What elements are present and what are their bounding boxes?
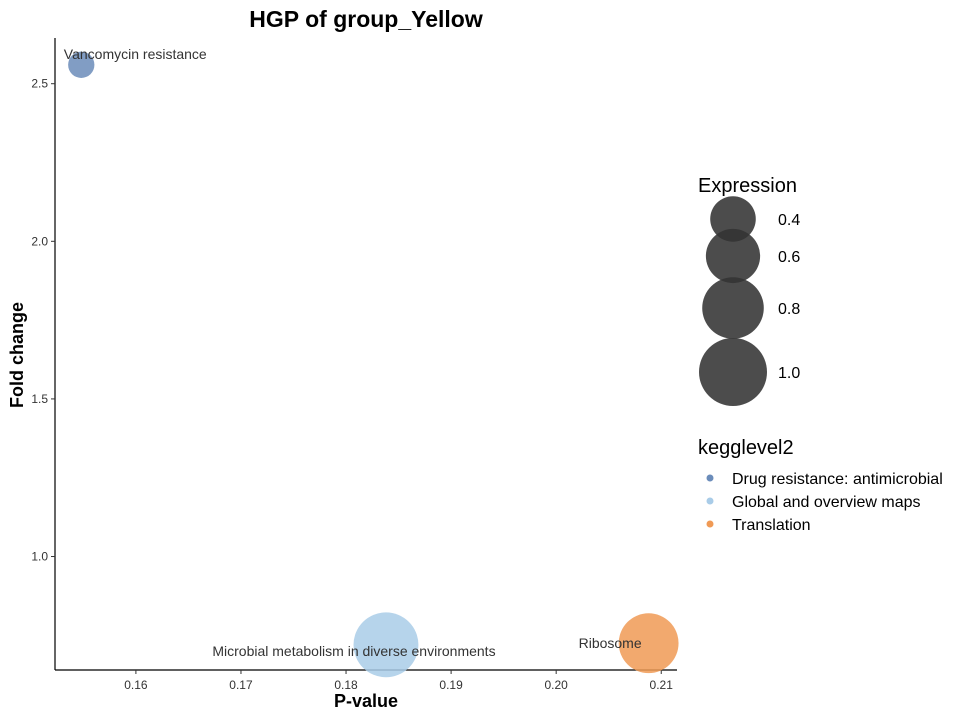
- x-tick-label: 0.21: [650, 678, 674, 692]
- y-tick-label: 1.0: [31, 550, 48, 564]
- x-tick-label: 0.17: [229, 678, 253, 692]
- legend-color-label: Translation: [732, 517, 811, 534]
- data-point-label: Vancomycin resistance: [64, 46, 207, 62]
- legend-color-swatch: [707, 475, 714, 482]
- legend-size-symbol: [706, 229, 760, 283]
- x-tick-label: 0.18: [334, 678, 358, 692]
- legend-size-label: 0.6: [778, 249, 800, 266]
- legend-size-label: 0.8: [778, 301, 800, 318]
- y-tick-label: 1.5: [31, 392, 48, 406]
- legend-size-label: 0.4: [778, 212, 800, 229]
- legend-color-label: Global and overview maps: [732, 494, 921, 511]
- legend-size-symbol: [702, 277, 764, 339]
- legend-expression-title: Expression: [698, 175, 797, 197]
- legend-size-symbol: [699, 338, 767, 406]
- legend-color-label: Drug resistance: antimicrobial: [732, 471, 943, 488]
- legend-color-swatch: [707, 521, 714, 528]
- chart-title: HGP of group_Yellow: [249, 6, 483, 32]
- legend-color-swatch: [707, 498, 714, 505]
- data-point-label: Microbial metabolism in diverse environm…: [212, 643, 495, 659]
- data-point-label: Ribosome: [579, 635, 642, 651]
- legend-expression: Expression 0.4 0.6 0.8 1.0: [698, 175, 800, 406]
- x-tick-label: 0.19: [439, 678, 463, 692]
- x-tick-label: 0.20: [544, 678, 568, 692]
- y-tick-label: 2.5: [31, 77, 48, 91]
- y-tick-label: 2.0: [31, 234, 48, 248]
- legend-kegglevel2-title: kegglevel2: [698, 437, 794, 459]
- plot-area: 0.16 0.17 0.18 0.19 0.20 0.21 1.0 1.5 2.0 2.5 Vanc…: [31, 38, 678, 692]
- x-axis-title: P-value: [334, 691, 398, 711]
- x-tick-label: 0.16: [124, 678, 148, 692]
- legend-kegglevel2: kegglevel2 Drug resistance: antimicrobia…: [698, 437, 943, 534]
- legend-size-label: 1.0: [778, 365, 800, 382]
- y-axis-title: Fold change: [7, 302, 27, 408]
